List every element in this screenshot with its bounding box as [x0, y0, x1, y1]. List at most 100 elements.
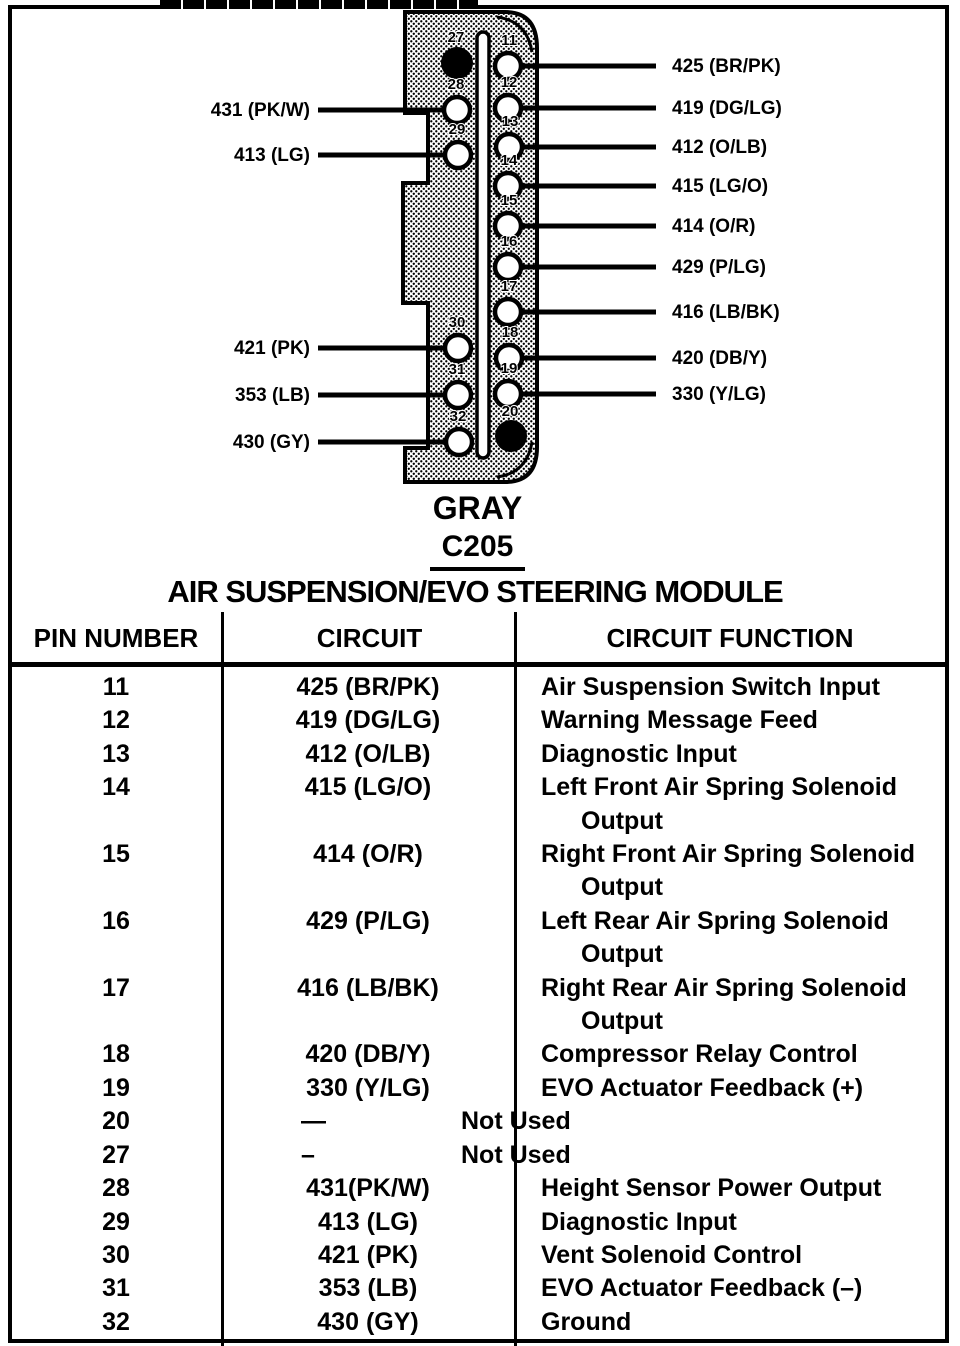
table-row: 18 420 (DB/Y) Compressor Relay Control: [11, 1038, 945, 1071]
circuit-cell: 431(PK/W): [306, 1174, 430, 1203]
circuit-cell: 414 (O/R): [313, 840, 423, 869]
pin-number-cell: 20: [102, 1107, 130, 1136]
circuit-function-text: Diagnostic Input: [541, 739, 737, 768]
circuit-function-text: Diagnostic Input: [541, 1207, 737, 1236]
circuit-cell: 416 (LB/BK): [297, 973, 439, 1002]
pin-15: 15: [492, 191, 524, 242]
header-circuit-function: CIRCUIT FUNCTION: [606, 623, 854, 653]
pin-14: 14: [492, 151, 524, 202]
circuit-function-text: Not Used: [461, 1140, 571, 1169]
pin-number-cell: 19: [102, 1073, 130, 1102]
circuit-function-text: Ground: [541, 1307, 632, 1336]
svg-text:19: 19: [501, 360, 518, 377]
pin-number-cell: 18: [102, 1040, 130, 1069]
circuit-function-cell: Right Front Air Spring Solenoid Output: [515, 838, 945, 905]
svg-text:32: 32: [450, 408, 467, 425]
pin-27: 27: [441, 28, 473, 79]
wire-label-429: 429 (P/LG): [672, 257, 766, 278]
circuit-function-text: Air Suspension Switch Input: [541, 673, 880, 701]
circuit-function-wrap-text: Output: [581, 873, 663, 902]
circuit-function-text: Left Front Air Spring Solenoid: [541, 773, 897, 802]
svg-text:17: 17: [501, 278, 518, 295]
table-row: 29 413 (LG) Diagnostic Input: [11, 1206, 945, 1239]
svg-text:14: 14: [501, 152, 518, 169]
circuit-function-cell: EVO Actuator Feedback (–): [515, 1272, 945, 1305]
pin-17: 17: [492, 277, 524, 328]
circuit-function-cell: Left Rear Air Spring Solenoid Output: [515, 905, 945, 972]
pin-19: 19: [492, 359, 524, 410]
svg-text:28: 28: [448, 76, 465, 93]
connector-inner-arc-bottom: [496, 441, 534, 479]
table-column-divider-1: [221, 612, 224, 1346]
connector-keyway: [475, 30, 491, 460]
pin-29: 29: [442, 120, 474, 171]
pin-number-cell: 13: [102, 739, 130, 768]
wire-label-431: 431 (PK/W): [211, 100, 310, 121]
pin-11: 11: [492, 31, 524, 82]
circuit-function-cell: Compressor Relay Control: [515, 1038, 945, 1071]
wire-label-330: 330 (Y/LG): [672, 384, 766, 405]
circuit-cell: 353 (LB): [318, 1274, 418, 1303]
svg-text:31: 31: [449, 361, 466, 378]
pin-number-cell: 27: [102, 1140, 130, 1169]
svg-text:29: 29: [449, 121, 466, 138]
circuit-function-cell: Right Rear Air Spring Solenoid Output: [515, 972, 945, 1039]
circuit-function-text: Not Used: [461, 1107, 571, 1136]
circuit-cell: 421 (PK): [317, 1240, 419, 1269]
pin-number-cell: 14: [102, 773, 130, 802]
leader-lines-left: [318, 107, 459, 445]
table-row: 30 421 (PK) Vent Solenoid Control: [11, 1239, 945, 1272]
wire-label-416: 416 (LB/BK): [672, 302, 780, 323]
circuit-function-cell: Diagnostic Input: [515, 738, 945, 771]
table-row: 20 — Not Used: [11, 1105, 945, 1138]
pin-number-cell: 17: [102, 973, 130, 1002]
svg-text:15: 15: [501, 192, 518, 209]
circuit-function-wrap-text: Output: [581, 806, 663, 835]
scan-artifact-bar: [160, 0, 478, 9]
svg-text:11: 11: [501, 32, 517, 49]
table-row: 11 425 (BR/PK) Air Suspension Switch Inp…: [11, 671, 945, 704]
svg-text:18: 18: [502, 324, 519, 341]
header-circuit: CIRCUIT: [316, 623, 423, 653]
pin-number-cell: 31: [102, 1274, 130, 1303]
connector-color-label: GRAY: [432, 490, 523, 526]
connector-diagram: 27 28 29 30 31 32 11 12: [211, 10, 782, 484]
circuit-function-text: Height Sensor Power Output: [541, 1174, 882, 1203]
circuit-cell: —: [301, 1107, 326, 1136]
wire-label-425: 425 (BR/PK): [672, 56, 781, 77]
circuit-function-wrap-text: Output: [581, 940, 663, 969]
circuit-function-text: Compressor Relay Control: [541, 1040, 858, 1069]
circuit-function-wrap-text: Output: [581, 1007, 663, 1036]
table-row: 15 414 (O/R) Right Front Air Spring Sole…: [11, 838, 945, 905]
circuit-function-text: EVO Actuator Feedback (–): [541, 1274, 863, 1303]
pin-number-cell: 28: [102, 1174, 130, 1203]
wire-label-420: 420 (DB/Y): [672, 348, 767, 369]
circuit-cell: 413 (LG): [317, 1207, 419, 1236]
table-header-divider: [8, 662, 945, 667]
circuit-cell: 425 (BR/PK): [296, 673, 440, 701]
wire-label-413: 413 (LG): [234, 145, 310, 166]
table-row: 16 429 (P/LG) Left Rear Air Spring Solen…: [11, 905, 945, 972]
leader-lines-right: [508, 63, 656, 397]
pin-16: 16: [492, 232, 524, 283]
wire-label-412: 412 (O/LB): [672, 137, 767, 158]
pin-20: 20: [495, 402, 527, 452]
module-title: AIR SUSPENSION/EVO STEERING MODULE: [167, 574, 783, 609]
svg-text:20: 20: [502, 403, 519, 420]
circuit-function-cell: Ground: [515, 1306, 945, 1339]
circuit-function-cell: Air Suspension Switch Input: [515, 671, 945, 704]
circuit-function-text: EVO Actuator Feedback (+): [541, 1073, 864, 1102]
circuit-function-text: Right Front Air Spring Solenoid: [541, 840, 916, 869]
table-row: 13 412 (O/LB) Diagnostic Input: [11, 738, 945, 771]
table-row: 31 353 (LB) EVO Actuator Feedback (–): [11, 1272, 945, 1305]
wire-label-421: 421 (PK): [234, 338, 310, 359]
pin-number-cell: 11: [102, 673, 130, 701]
circuit-function-text: Vent Solenoid Control: [541, 1240, 803, 1269]
pin-31: 31: [442, 360, 474, 411]
connector-inner-arc-top: [496, 15, 534, 53]
pin-18: 18: [493, 323, 525, 374]
pin-12: 12: [492, 73, 524, 124]
circuit-cell: 419 (DG/LG): [295, 706, 441, 735]
circuit-function-cell: EVO Actuator Feedback (+): [515, 1072, 945, 1105]
